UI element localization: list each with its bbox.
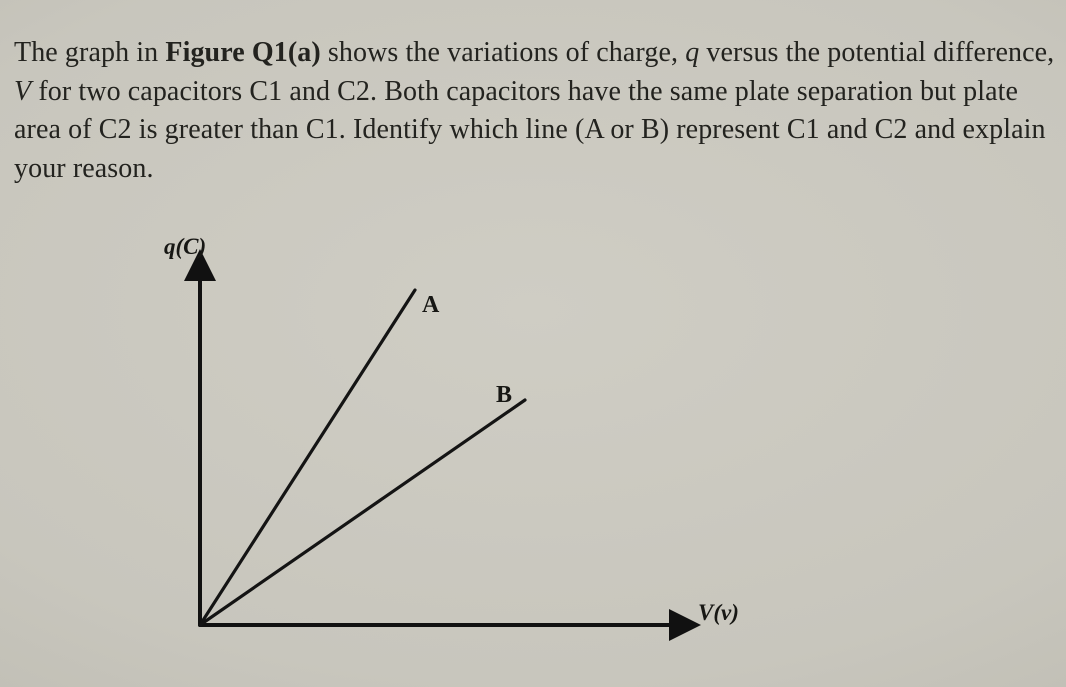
- page-root: { "question": { "prefix": "The graph in …: [0, 0, 1066, 687]
- q-seg2: versus the potential difference,: [699, 37, 1054, 68]
- question-text: The graph in Figure Q1(a) shows the vari…: [14, 34, 1058, 189]
- q-figref: Figure Q1(a): [165, 37, 320, 68]
- line-label-B: B: [496, 382, 512, 409]
- q-seg1: shows the variations of charge,: [321, 37, 685, 68]
- q-seg-prefix: The graph in: [14, 37, 165, 68]
- axis-label-x: V(v): [698, 600, 739, 626]
- line-label-A: A: [422, 292, 439, 319]
- q-seg3: for two capacitors C1 and C2. Both capac…: [14, 76, 1046, 184]
- q-symbol-q: q: [685, 37, 699, 68]
- chart-line-B: [200, 400, 525, 625]
- chart-line-A: [200, 290, 415, 625]
- figure-q1a: q(C) A B V(v): [120, 230, 840, 670]
- q-symbol-V: V: [14, 76, 31, 107]
- axis-label-y: q(C): [164, 234, 206, 260]
